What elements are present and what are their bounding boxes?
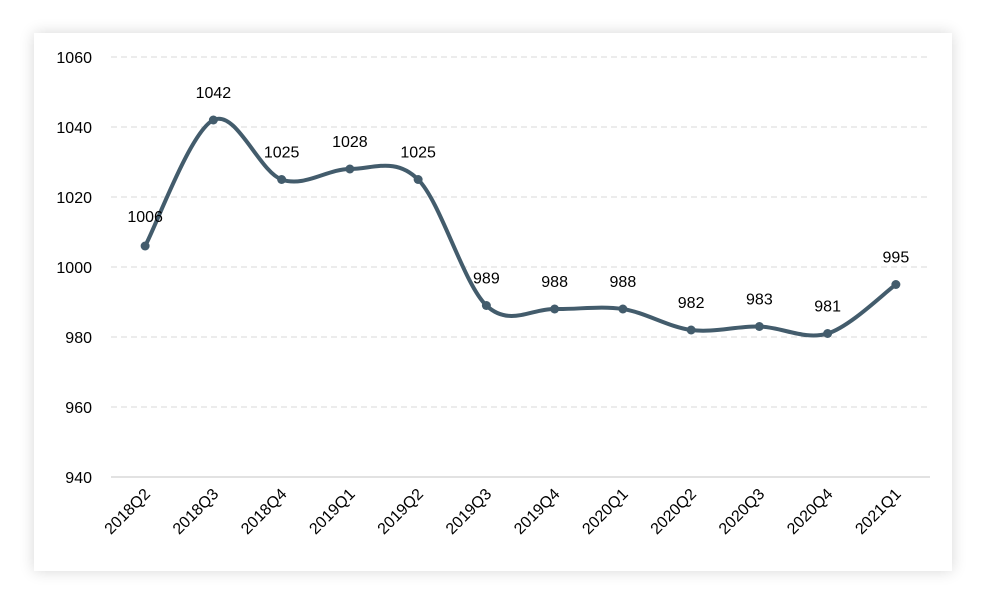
- x-tick-label: 2018Q2: [102, 486, 154, 538]
- data-point: [208, 115, 218, 125]
- data-label: 1025: [400, 145, 436, 162]
- data-point: [140, 241, 150, 251]
- x-tick-label: 2020Q2: [648, 486, 700, 538]
- y-tick-label: 1000: [56, 260, 92, 277]
- data-point: [277, 175, 287, 184]
- x-tick-label: 2019Q4: [511, 486, 563, 538]
- series-line-layer: [143, 116, 898, 338]
- data-label: 988: [541, 274, 568, 291]
- x-tick-label: 2020Q4: [784, 486, 836, 538]
- y-tick-label: 960: [65, 400, 92, 417]
- gridlines: [111, 56, 930, 408]
- x-tick-label: 2020Q3: [716, 486, 768, 538]
- y-tick-label: 1060: [56, 50, 92, 67]
- data-label: 983: [746, 292, 773, 309]
- data-point: [550, 304, 560, 314]
- data-label: 982: [678, 295, 705, 312]
- data-point: [618, 304, 628, 314]
- data-label: 988: [610, 274, 637, 291]
- data-label: 995: [883, 250, 910, 267]
- series-line: [143, 116, 898, 338]
- data-label: 1042: [196, 85, 232, 102]
- x-tick-label: 2018Q3: [170, 486, 222, 538]
- data-label: 981: [814, 299, 841, 316]
- data-points: [140, 115, 901, 338]
- data-point: [686, 325, 696, 335]
- x-tick-label: 2021Q1: [852, 486, 904, 538]
- x-tick-label: 2018Q4: [238, 486, 290, 538]
- data-point: [481, 301, 491, 310]
- x-tick-label: 2019Q2: [375, 486, 427, 538]
- chart-card: [34, 33, 952, 571]
- x-tick-label: 2019Q3: [443, 486, 495, 538]
- x-tick-label: 2019Q1: [306, 486, 358, 538]
- data-labels: 1006 1042 1025 1028 1025 989 988 988 982 983 981 99…: [127, 85, 909, 316]
- y-tick-label: 940: [65, 470, 92, 487]
- y-tick-label: 980: [65, 330, 92, 347]
- y-tick-label: 1040: [56, 120, 92, 137]
- data-point: [754, 322, 764, 331]
- x-axis-ticks: 2018Q2 2018Q3 2018Q4 2019Q1 2019Q2 2019Q3 2019…: [102, 486, 905, 538]
- data-point: [345, 164, 355, 174]
- data-label: 1006: [127, 209, 163, 226]
- data-point: [413, 175, 423, 184]
- x-tick-label: 2020Q1: [579, 486, 631, 538]
- data-label: 1028: [332, 134, 368, 151]
- y-axis-ticks: 940 960 980 1000 1020 1040 1060: [56, 50, 92, 487]
- data-point: [891, 280, 901, 289]
- data-point: [823, 329, 833, 338]
- y-tick-label: 1020: [56, 190, 92, 207]
- data-label: 989: [473, 271, 500, 288]
- data-label: 1025: [264, 145, 300, 162]
